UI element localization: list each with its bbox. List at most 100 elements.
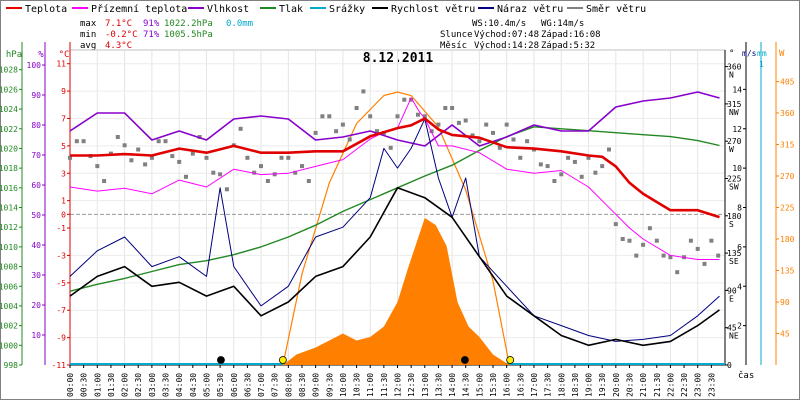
legend-label: Tlak — [279, 4, 303, 15]
axis-tick-label: 0 — [61, 210, 66, 219]
wind-direction-point — [491, 130, 495, 135]
x-tick-label: 02:30 — [134, 373, 143, 397]
x-tick-label: 17:00 — [530, 373, 539, 397]
x-tick-label: 20:30 — [625, 373, 634, 397]
axis-tick-label: 1000 — [0, 341, 18, 350]
wind-direction-point — [477, 139, 482, 144]
wind-direction-point — [347, 137, 352, 142]
axis-tick-label: S — [729, 220, 734, 229]
wind-direction-point — [122, 143, 127, 148]
info-ws: WS:10.4m/s — [472, 19, 526, 29]
wind-direction-point — [306, 179, 311, 183]
x-tick-label: 01:00 — [93, 373, 102, 397]
x-tick-label: 04:30 — [189, 373, 198, 397]
axis-tick-label: NW — [729, 108, 739, 117]
axis-tick-label: 180 — [727, 212, 742, 221]
x-tick-label: 22:00 — [666, 373, 675, 397]
axis-tick-label: 80 — [31, 121, 41, 130]
wind-direction-point — [211, 170, 216, 175]
wind-direction-point — [252, 170, 257, 175]
wind-direction-point — [218, 172, 223, 177]
markers — [217, 356, 515, 364]
wind-direction-point — [375, 129, 379, 134]
wind-direction-point — [190, 151, 195, 156]
wind-direction-point — [641, 242, 646, 247]
axis-tick-label: 4 — [737, 282, 742, 291]
x-tick-label: 00:30 — [80, 373, 89, 397]
axis-tick-label: 1010 — [0, 243, 18, 252]
stat-max-label: max — [80, 19, 97, 29]
stat-max-press: 1022.2hPa — [164, 19, 213, 29]
axis-tick-label: 30 — [31, 271, 41, 280]
x-tick-label: 18:30 — [571, 373, 580, 397]
wind-speed-line — [69, 187, 720, 347]
wind-gust-line — [69, 118, 720, 342]
axis-tick-label: 1014 — [0, 204, 18, 213]
axis-tick-label: -11 — [52, 361, 67, 370]
wind-direction-point — [293, 170, 298, 175]
wind-direction-point — [634, 253, 639, 258]
axis-tick-label: 1 — [759, 60, 764, 69]
wind-direction-point — [470, 133, 475, 138]
info-moonset: Západ:5:32 — [541, 41, 595, 51]
x-tick-label: 15:00 — [475, 373, 484, 397]
wind-direction-point — [436, 122, 441, 127]
axis-tick-label: N — [729, 71, 734, 80]
axis-tick-label: 1004 — [0, 302, 18, 311]
ground-temperature-line — [69, 97, 720, 260]
axis-tick-label: 11 — [56, 60, 66, 69]
x-tick-label: 12:30 — [407, 373, 416, 397]
axis-tick-label: 1022 — [0, 125, 18, 134]
x-tick-label: 10:00 — [339, 373, 348, 397]
wind-direction-point — [334, 129, 339, 134]
wind-direction-point — [647, 226, 652, 231]
axis-tick-label: 225 — [727, 174, 742, 183]
axis-tick-label: 1016 — [0, 184, 18, 193]
series-layer — [68, 89, 721, 366]
wind-direction-point — [416, 112, 420, 117]
wind-direction-point — [361, 89, 366, 94]
wind-direction-point — [340, 122, 345, 127]
x-tick-label: 13:00 — [421, 373, 430, 397]
wind-direction-point — [456, 120, 461, 125]
stat-min-temp: -0.2°C — [105, 30, 138, 40]
legend-item-wind-gust: Náraz větru — [478, 3, 563, 15]
wind-direction-point — [518, 155, 523, 160]
x-tick-label: 19:30 — [598, 373, 607, 397]
legend-label: Náraz větru — [497, 3, 563, 15]
wind-direction-point — [627, 238, 632, 243]
wind-direction-point — [354, 106, 359, 110]
axis-tick-label: 9 — [61, 87, 66, 96]
wind-direction-point — [709, 238, 714, 243]
x-tick-label: 01:30 — [107, 373, 116, 397]
wind-direction-point — [545, 164, 550, 169]
wind-direction-point — [688, 238, 693, 243]
axis-wind-unit: m/s — [742, 49, 757, 58]
wind-direction-point — [286, 155, 291, 160]
axis-tick-label: 270 — [780, 172, 795, 181]
wind-direction-point — [204, 155, 209, 160]
wind-direction-point — [402, 97, 407, 102]
wind-direction-point — [95, 164, 100, 169]
wind-direction-point — [607, 147, 611, 152]
x-tick-label: 21:00 — [639, 373, 648, 397]
axis-tick-label: 1024 — [0, 105, 18, 114]
x-tick-label: 03:00 — [148, 373, 157, 397]
wind-direction-point — [74, 139, 79, 144]
info-sun-label: Slunce — [440, 30, 473, 40]
x-tick-label: 06:00 — [230, 373, 239, 397]
x-tick-label: 11:30 — [380, 373, 389, 397]
legend-item-rain: Srážky — [310, 3, 365, 15]
stat-max-rain: 0.0mm — [226, 19, 253, 29]
axis-tick-label: -9 — [56, 334, 66, 343]
wind-direction-point — [695, 246, 700, 251]
axis-tick-label: 3 — [61, 169, 66, 178]
axis-tick-label: 12 — [732, 125, 742, 134]
wind-direction-point — [600, 164, 605, 169]
wind-direction-point — [156, 139, 161, 144]
axis-tick-label: 135 — [727, 249, 742, 258]
axis-tick-label: 90 — [780, 298, 790, 307]
axis-tick-label: 1012 — [0, 223, 18, 232]
wind-direction-point — [170, 154, 175, 159]
